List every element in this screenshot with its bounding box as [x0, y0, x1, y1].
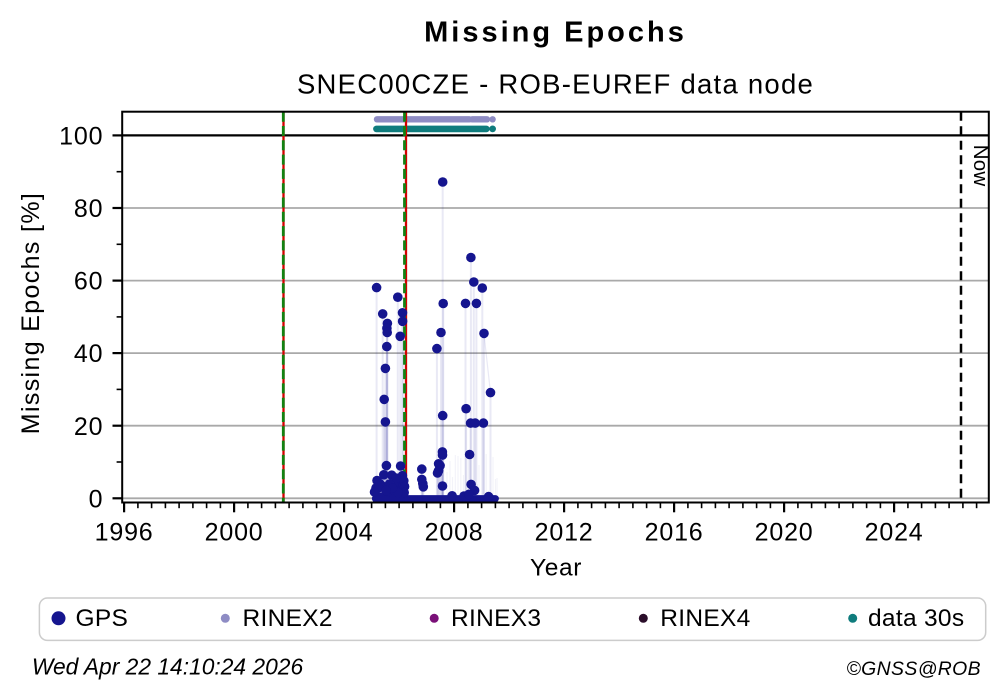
svg-text:2016: 2016 — [645, 519, 704, 547]
svg-text:40: 40 — [74, 340, 103, 368]
svg-text:2004: 2004 — [315, 519, 374, 547]
svg-text:Wed Apr 22 14:10:24 2026: Wed Apr 22 14:10:24 2026 — [32, 654, 304, 680]
svg-text:2012: 2012 — [535, 519, 594, 547]
svg-text:Now: Now — [969, 145, 992, 187]
svg-text:data 30s: data 30s — [868, 605, 964, 632]
svg-text:RINEX4: RINEX4 — [660, 605, 750, 632]
svg-text:SNEC00CZE - ROB-EUREF data nod: SNEC00CZE - ROB-EUREF data node — [297, 68, 814, 99]
svg-text:2024: 2024 — [865, 519, 924, 547]
svg-text:GPS: GPS — [76, 605, 129, 632]
svg-text:1996: 1996 — [95, 519, 154, 547]
svg-text:Missing Epochs [%]: Missing Epochs [%] — [17, 192, 45, 434]
svg-text:20: 20 — [74, 413, 103, 441]
svg-text:RINEX2: RINEX2 — [243, 605, 333, 632]
svg-text:100: 100 — [59, 123, 103, 151]
svg-text:Year: Year — [530, 555, 582, 582]
svg-text:60: 60 — [74, 268, 103, 296]
svg-text:2020: 2020 — [755, 519, 814, 547]
svg-text:©GNSS@ROB: ©GNSS@ROB — [846, 658, 981, 680]
svg-text:80: 80 — [74, 195, 103, 223]
svg-text:2000: 2000 — [205, 519, 264, 547]
svg-text:2008: 2008 — [425, 519, 484, 547]
svg-text:Missing Epochs: Missing Epochs — [424, 16, 687, 48]
svg-text:RINEX3: RINEX3 — [451, 605, 541, 632]
svg-text:0: 0 — [89, 485, 104, 513]
